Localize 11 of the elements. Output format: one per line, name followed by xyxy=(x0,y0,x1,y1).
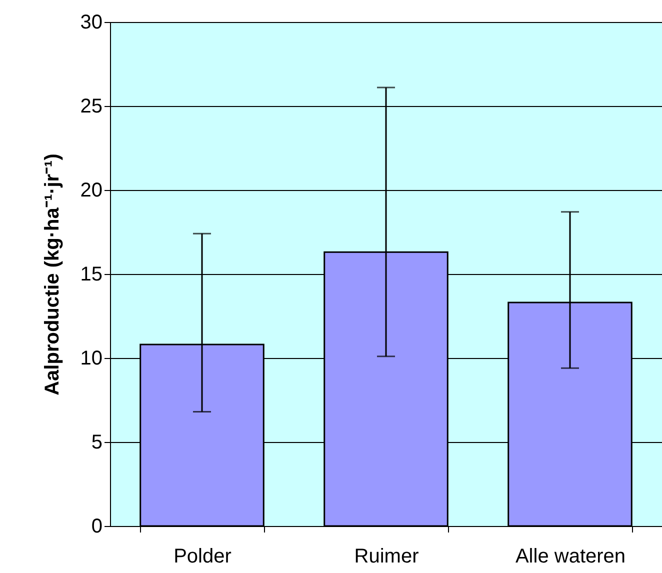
y-tick-label: 5 xyxy=(91,432,102,454)
y-tick-label: 10 xyxy=(80,348,102,370)
x-tick-label: Alle wateren xyxy=(515,546,626,568)
y-tick-label: 20 xyxy=(80,180,102,202)
y-tick-label: 0 xyxy=(91,516,102,538)
x-tick-label: Polder xyxy=(174,546,232,568)
x-tick-label: Ruimer xyxy=(354,546,420,568)
y-tick-label: 25 xyxy=(80,96,102,118)
y-tick-label: 30 xyxy=(80,12,102,34)
y-axis-title: Aalproductie (kg·ha⁻¹·jr⁻¹) xyxy=(41,154,64,396)
y-tick-label: 15 xyxy=(80,264,102,286)
